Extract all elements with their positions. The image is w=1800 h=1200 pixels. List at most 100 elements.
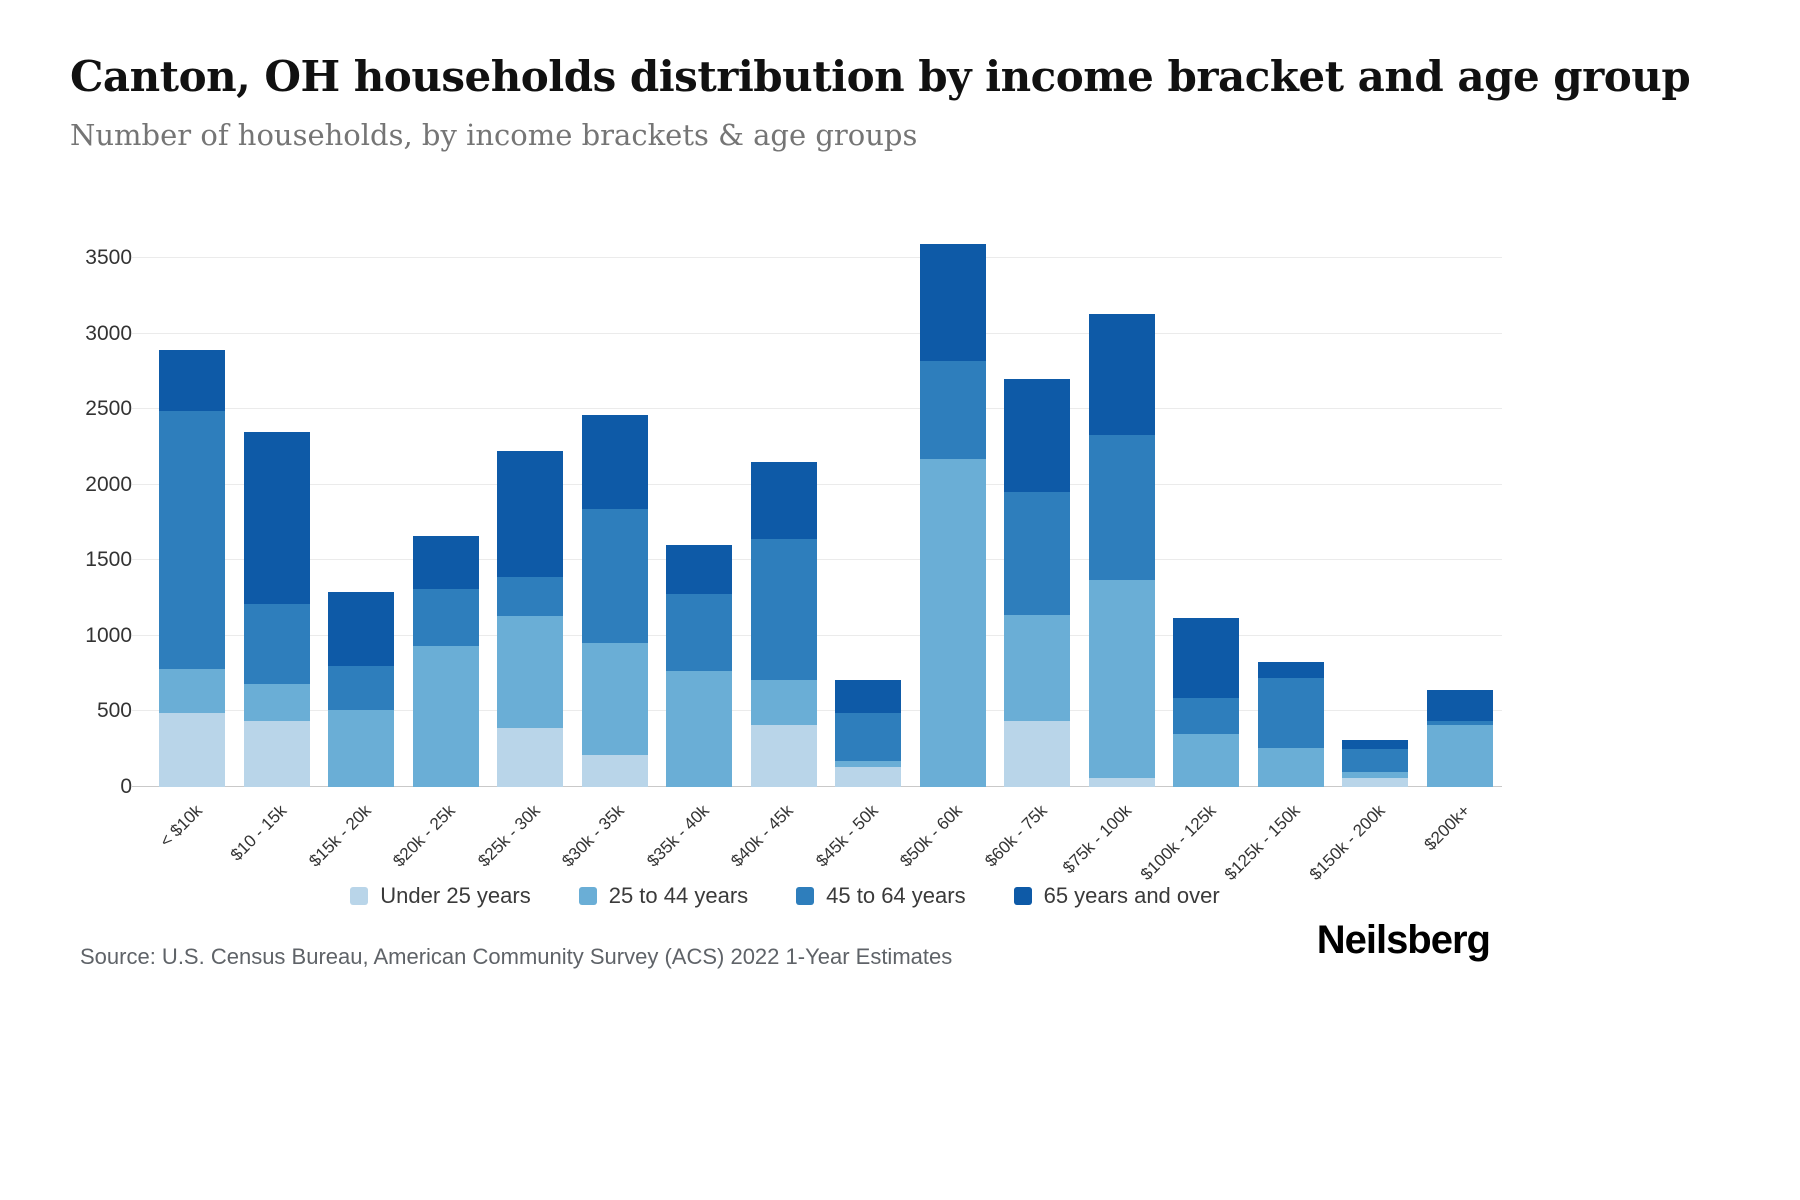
bar-segment bbox=[750, 462, 817, 540]
gridline bbox=[132, 559, 1502, 561]
stacked-bar bbox=[497, 451, 564, 787]
bar-segment bbox=[243, 720, 310, 787]
gridline bbox=[132, 332, 1502, 334]
bar-segment bbox=[1088, 434, 1155, 580]
bar-segment bbox=[1257, 661, 1324, 679]
bar-segment bbox=[1004, 720, 1071, 787]
bar-segment bbox=[497, 576, 564, 617]
bar-slot-5: $25k - 30k bbox=[474, 258, 573, 871]
legend-swatch-25-to-44 bbox=[578, 887, 597, 905]
legend-item-45-to-64[interactable]: 45 to 64 years bbox=[796, 883, 966, 909]
bar-segment bbox=[1173, 697, 1240, 735]
stacked-bar bbox=[919, 244, 986, 787]
bar-segment bbox=[243, 604, 310, 685]
bar-slot-14: $125k - 150k bbox=[1221, 258, 1334, 884]
bar-segment bbox=[750, 725, 817, 787]
stacked-bar bbox=[1342, 740, 1409, 787]
y-tick-label: 3000 bbox=[85, 321, 132, 345]
bar-slot-6: $30k - 35k bbox=[559, 258, 658, 871]
bar-segment bbox=[1342, 771, 1409, 778]
gridline bbox=[132, 257, 1502, 258]
x-tick-label: $20k - 25k bbox=[389, 801, 460, 871]
bar-segment bbox=[581, 508, 648, 644]
bar-slot-9: $45k - 50k bbox=[812, 258, 911, 871]
stacked-bar bbox=[328, 592, 395, 787]
bar-segment bbox=[750, 679, 817, 726]
bar-slot-1: < $10k bbox=[150, 258, 235, 851]
bar-slot-2: $10 - 15k bbox=[227, 258, 320, 865]
stacked-bar bbox=[243, 431, 310, 787]
legend-swatch-65-and-over bbox=[1013, 887, 1032, 905]
x-tick-label: $15k - 20k bbox=[305, 801, 375, 871]
bar-segment bbox=[243, 431, 310, 605]
bar-slot-12: $75k - 100k bbox=[1059, 258, 1165, 877]
bar-slot-13: $100k - 125k bbox=[1137, 258, 1249, 884]
bar-segment bbox=[497, 616, 564, 729]
source-attribution: Source: U.S. Census Bureau, American Com… bbox=[80, 944, 953, 969]
y-tick-label: 0 bbox=[120, 775, 132, 798]
bar-segment bbox=[666, 545, 733, 594]
legend-label: 25 to 44 years bbox=[608, 883, 749, 908]
bar-segment bbox=[1088, 777, 1155, 787]
bar-segment bbox=[159, 669, 226, 713]
legend-item-25-to-44[interactable]: 25 to 44 years bbox=[578, 883, 749, 909]
bar-segment bbox=[581, 415, 648, 509]
bar-segment bbox=[497, 728, 564, 787]
x-tick-label: $40k - 45k bbox=[727, 801, 798, 871]
y-axis: 0 500 1000 1500 2000 2500 3000 3500 bbox=[20, 247, 132, 797]
legend-item-under-25[interactable]: Under 25 years bbox=[350, 883, 531, 909]
x-tick-label: $60k - 75k bbox=[981, 801, 1051, 871]
bar-slot-4: $20k - 25k bbox=[390, 258, 489, 871]
stacked-bar bbox=[835, 679, 902, 787]
bar-segment bbox=[159, 410, 226, 670]
bar-segment bbox=[835, 767, 902, 787]
legend-swatch-under-25 bbox=[350, 887, 369, 905]
bar-segment bbox=[1004, 614, 1071, 721]
bar-slot-8: $40k - 45k bbox=[728, 258, 827, 871]
bar-slot-16: $200k+ bbox=[1418, 258, 1503, 854]
plot-area: < $10k $10 - 15k $15k - 20k $20k - 25k $25k … bbox=[132, 244, 1503, 884]
bar-slot-11: $60k - 75k bbox=[981, 258, 1080, 871]
bar-segment bbox=[1257, 678, 1324, 748]
legend-label: 65 years and over bbox=[1043, 883, 1220, 908]
bar-segment bbox=[1342, 749, 1409, 772]
legend-item-65-and-over[interactable]: 65 years and over bbox=[1013, 883, 1220, 909]
x-tick-label: $25k - 30k bbox=[474, 801, 544, 871]
bar-slot-10: $50k - 60k bbox=[897, 244, 996, 871]
bar-segment bbox=[1088, 579, 1155, 778]
y-tick-label: 1000 bbox=[85, 623, 132, 647]
x-tick-label: $75k - 100k bbox=[1058, 801, 1136, 878]
gridline bbox=[132, 634, 1502, 636]
legend: Under 25 years 25 to 44 years 45 to 64 y… bbox=[0, 883, 1570, 909]
bar-slot-7: $35k - 40k bbox=[643, 258, 742, 871]
bar-segment bbox=[328, 709, 395, 787]
x-tick-label: $35k - 40k bbox=[643, 801, 713, 871]
bar-segment bbox=[750, 539, 817, 680]
bar-segment bbox=[159, 350, 226, 411]
x-tick-label: $30k - 35k bbox=[558, 801, 629, 871]
bar-segment bbox=[1426, 690, 1493, 721]
bar-segment bbox=[835, 712, 902, 762]
bar-segment bbox=[835, 761, 902, 768]
bars-container: < $10k $10 - 15k $15k - 20k $20k - 25k $25k … bbox=[150, 244, 1503, 884]
x-tick-label: $10 - 15k bbox=[226, 801, 291, 865]
gridline bbox=[132, 483, 1502, 485]
bar-segment bbox=[159, 712, 226, 787]
neilsberg-logo[interactable]: Neilsberg bbox=[1316, 918, 1491, 962]
x-tick-label: < $10k bbox=[155, 801, 206, 851]
bar-segment bbox=[1342, 777, 1409, 787]
bar-segment bbox=[1257, 747, 1324, 787]
gridline bbox=[132, 786, 1502, 787]
bar-segment bbox=[1004, 492, 1071, 615]
bar-segment bbox=[666, 593, 733, 671]
bar-slot-3: $15k - 20k bbox=[305, 258, 404, 871]
legend-label: Under 25 years bbox=[380, 883, 531, 908]
stacked-bar bbox=[666, 545, 733, 787]
stacked-bar bbox=[1173, 617, 1240, 787]
bar-segment bbox=[1173, 734, 1240, 787]
bar-slot-15: $150k - 200k bbox=[1306, 258, 1418, 884]
stacked-bar bbox=[1088, 313, 1155, 787]
legend-label: 45 to 64 years bbox=[826, 883, 966, 908]
y-tick-label: 2000 bbox=[85, 472, 132, 496]
bar-segment bbox=[919, 244, 986, 361]
